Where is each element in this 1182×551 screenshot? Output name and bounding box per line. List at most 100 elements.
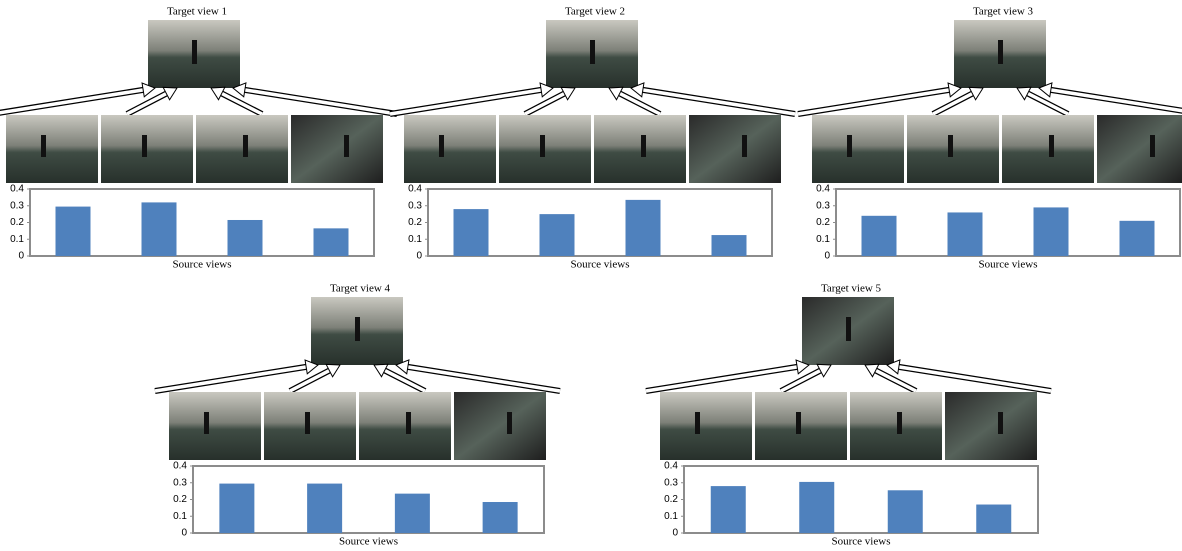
- arrow-shaft-inner: [898, 367, 1051, 391]
- source-image: [404, 115, 496, 183]
- person: [305, 412, 310, 434]
- arrow-shaft-inner: [781, 370, 821, 391]
- source-image: [291, 115, 383, 183]
- source-image: [454, 392, 546, 460]
- person: [847, 135, 852, 157]
- source-image: [945, 392, 1037, 460]
- arrow-shaft-inner: [619, 93, 660, 114]
- y-tick-label: 0: [672, 528, 678, 539]
- x-axis-label: Source views: [173, 259, 232, 271]
- person: [796, 412, 801, 434]
- arrow-shaft-inner: [407, 367, 560, 391]
- x-axis-label: Source views: [979, 259, 1038, 271]
- y-tick-label: 0: [824, 251, 830, 262]
- bar: [454, 209, 489, 256]
- source-image: [812, 115, 904, 183]
- y-tick-label: 0.4: [10, 184, 24, 195]
- y-tick-label: 0.1: [816, 234, 830, 245]
- source-image: [359, 392, 451, 460]
- source-image: [689, 115, 781, 183]
- y-tick-label: 0.3: [408, 200, 422, 211]
- arrow-shaft-inner: [155, 367, 307, 391]
- y-tick-label: 0.2: [408, 217, 422, 228]
- bar: [314, 228, 349, 256]
- person: [1049, 135, 1054, 157]
- source-image: [850, 392, 942, 460]
- arrow-shaft-inner: [384, 370, 425, 391]
- y-tick-label: 0.4: [408, 184, 422, 195]
- y-tick-label: 0.2: [10, 217, 24, 228]
- panel-title: Target view 2: [565, 6, 625, 18]
- person: [742, 135, 747, 157]
- bar: [307, 484, 342, 533]
- bar: [862, 216, 897, 256]
- panel-title: Target view 3: [973, 6, 1034, 18]
- y-tick-label: 0.2: [664, 494, 678, 505]
- person: [948, 135, 953, 157]
- arrow-shaft-inner: [221, 93, 262, 114]
- y-tick-label: 0: [416, 251, 422, 262]
- y-tick-label: 0.1: [10, 234, 24, 245]
- person: [192, 40, 197, 64]
- panel-title: Target view 1: [167, 6, 227, 18]
- person: [439, 135, 444, 157]
- person: [204, 412, 209, 434]
- source-image: [1002, 115, 1094, 183]
- person: [344, 135, 349, 157]
- person: [355, 317, 360, 341]
- y-tick-label: 0.1: [664, 511, 678, 522]
- bar: [712, 235, 747, 256]
- y-tick-label: 0.4: [173, 461, 187, 472]
- arrow-shaft-inner: [525, 93, 565, 114]
- y-tick-label: 0.1: [408, 234, 422, 245]
- arrow-shaft-inner: [1027, 93, 1068, 114]
- person: [998, 40, 1003, 64]
- source-image: [196, 115, 288, 183]
- panel-title: Target view 4: [330, 283, 391, 295]
- bar: [56, 207, 91, 256]
- bar: [626, 200, 661, 256]
- person: [243, 135, 248, 157]
- y-tick-label: 0.2: [816, 217, 830, 228]
- source-image: [169, 392, 261, 460]
- bar: [711, 486, 746, 533]
- bar: [228, 220, 263, 256]
- y-tick-label: 0.4: [816, 184, 830, 195]
- figure: Target view 1 0 0.1 0.2 0.3 0.4 Source views Ta…: [0, 0, 1182, 551]
- person: [406, 412, 411, 434]
- person: [590, 40, 595, 64]
- source-image: [594, 115, 686, 183]
- arrow-shaft-inner: [244, 90, 397, 114]
- bar: [948, 212, 983, 256]
- source-image: [1097, 115, 1182, 183]
- bar: [219, 484, 254, 533]
- bar: [976, 505, 1011, 533]
- arrow-shaft-inner: [127, 93, 167, 114]
- bar: [799, 482, 834, 533]
- bar: [540, 214, 575, 256]
- y-tick-label: 0.3: [10, 200, 24, 211]
- person: [695, 412, 700, 434]
- arrow-shaft-inner: [642, 90, 795, 114]
- arrow-shaft-inner: [0, 90, 144, 114]
- y-tick-label: 0.4: [664, 461, 678, 472]
- y-tick-label: 0.3: [173, 477, 187, 488]
- arrow-shaft-inner: [290, 370, 330, 391]
- arrow-shaft-inner: [933, 93, 973, 114]
- person: [142, 135, 147, 157]
- person: [1150, 135, 1155, 157]
- arrow-shaft-inner: [646, 367, 798, 391]
- bar: [483, 502, 518, 533]
- arrow-shaft-inner: [390, 90, 542, 114]
- bar: [1120, 221, 1155, 256]
- bar: [1034, 207, 1069, 256]
- bar: [395, 494, 430, 533]
- person: [41, 135, 46, 157]
- bar: [142, 202, 177, 256]
- person: [641, 135, 646, 157]
- y-tick-label: 0: [181, 528, 187, 539]
- x-axis-label: Source views: [571, 259, 630, 271]
- y-tick-label: 0.2: [173, 494, 187, 505]
- person: [998, 412, 1003, 434]
- y-tick-label: 0.3: [816, 200, 830, 211]
